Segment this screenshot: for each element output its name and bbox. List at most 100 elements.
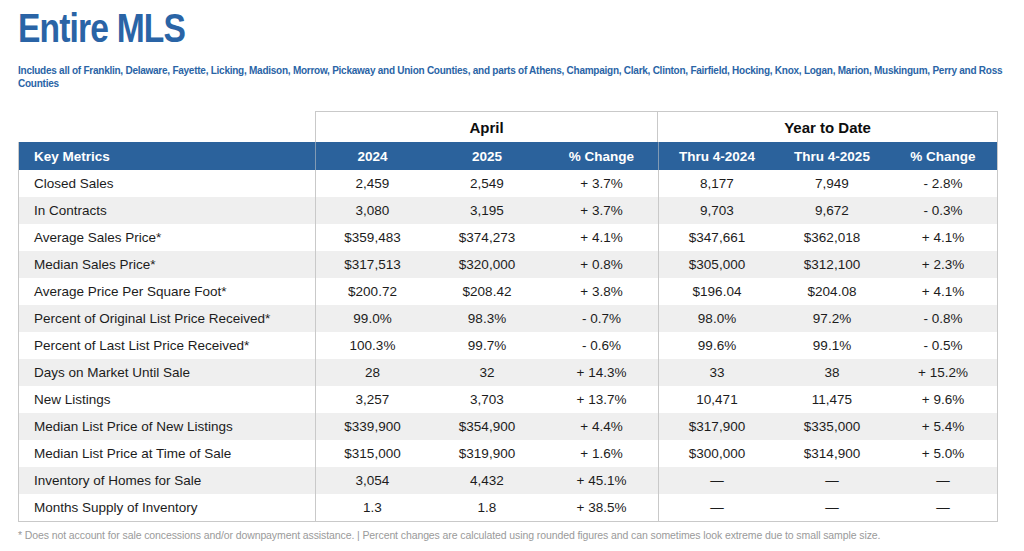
group-header-april: April [315,111,658,142]
table-row: Inventory of Homes for Sale3,0544,432+ 4… [19,467,997,494]
value-april-2024: $359,483 [315,224,429,251]
value-april-2025: $320,000 [429,251,545,278]
value-ytd-2024: $317,900 [658,413,775,440]
value-april-pct-change: + 4.1% [545,224,658,251]
group-header-band: April Year to Date [18,111,998,142]
table-row: Median Sales Price*$317,513$320,000+ 0.8… [19,251,997,278]
value-april-pct-change: + 45.1% [545,467,658,494]
value-april-pct-change: + 3.7% [545,197,658,224]
column-header-thru-4-2024: Thru 4-2024 [658,142,775,170]
metric-label: Days on Market Until Sale [19,359,315,386]
value-ytd-pct-change: - 0.5% [889,332,997,359]
page-subtitle: Includes all of Franklin, Delaware, Faye… [18,64,1020,90]
column-header-thru-4-2025: Thru 4-2025 [775,142,889,170]
metric-label: Months Supply of Inventory [19,494,315,521]
table-body: Key Metrics 2024 2025 % Change Thru 4-20… [18,142,998,522]
value-ytd-2024: $347,661 [658,224,775,251]
value-april-pct-change: + 14.3% [545,359,658,386]
page-title: Entire MLS [18,6,185,51]
value-april-2024: $339,900 [315,413,429,440]
value-april-pct-change: - 0.6% [545,332,658,359]
value-ytd-2025: 97.2% [775,305,889,332]
value-april-2024: 100.3% [315,332,429,359]
value-ytd-pct-change: + 5.0% [889,440,997,467]
value-ytd-2024: — [658,494,775,521]
metric-label: Percent of Original List Price Received* [19,305,315,332]
column-header-key-metrics: Key Metrics [19,142,315,170]
value-ytd-pct-change: + 4.1% [889,224,997,251]
value-april-2025: 3,195 [429,197,545,224]
value-ytd-pct-change: + 15.2% [889,359,997,386]
value-ytd-2025: 11,475 [775,386,889,413]
table-rows: Closed Sales2,4592,549+ 3.7%8,1777,949- … [19,170,997,521]
value-ytd-pct-change: — [889,494,997,521]
column-header-april-pct-change: % Change [545,142,658,170]
value-april-2024: 3,257 [315,386,429,413]
value-ytd-pct-change: - 0.8% [889,305,997,332]
value-ytd-2025: — [775,467,889,494]
value-ytd-2024: $305,000 [658,251,775,278]
value-april-2024: 3,054 [315,467,429,494]
metric-label: Average Sales Price* [19,224,315,251]
table-row: Months Supply of Inventory1.31.8+ 38.5%—… [19,494,997,521]
value-april-pct-change: - 0.7% [545,305,658,332]
value-april-pct-change: + 0.8% [545,251,658,278]
metric-label: In Contracts [19,197,315,224]
table-row: In Contracts3,0803,195+ 3.7%9,7039,672- … [19,197,997,224]
table-row: Average Sales Price*$359,483$374,273+ 4.… [19,224,997,251]
value-april-pct-change: + 3.7% [545,170,658,197]
value-april-2025: $319,900 [429,440,545,467]
column-header-ytd-pct-change: % Change [889,142,997,170]
value-ytd-2024: 99.6% [658,332,775,359]
value-april-pct-change: + 1.6% [545,440,658,467]
value-april-2024: $200.72 [315,278,429,305]
value-ytd-2025: $204.08 [775,278,889,305]
value-april-2025: $374,273 [429,224,545,251]
value-ytd-2025: $335,000 [775,413,889,440]
value-ytd-2024: 98.0% [658,305,775,332]
group-header-spacer [18,111,315,142]
value-ytd-2024: $196.04 [658,278,775,305]
value-ytd-2024: 9,703 [658,197,775,224]
group-header-year-to-date: Year to Date [658,111,998,142]
value-april-2024: $315,000 [315,440,429,467]
value-april-pct-change: + 38.5% [545,494,658,521]
value-ytd-pct-change: + 9.6% [889,386,997,413]
value-ytd-pct-change: - 2.8% [889,170,997,197]
metric-label: Average Price Per Square Foot* [19,278,315,305]
metric-label: Median List Price at Time of Sale [19,440,315,467]
value-april-2025: 32 [429,359,545,386]
table-row: Median List Price at Time of Sale$315,00… [19,440,997,467]
value-ytd-2025: $312,100 [775,251,889,278]
value-april-2025: 99.7% [429,332,545,359]
value-ytd-pct-change: + 5.4% [889,413,997,440]
key-metrics-table: April Year to Date Key Metrics 2024 2025… [18,111,998,522]
value-april-2024: 28 [315,359,429,386]
metric-label: Closed Sales [19,170,315,197]
table-row: Median List Price of New Listings$339,90… [19,413,997,440]
table-row: Closed Sales2,4592,549+ 3.7%8,1777,949- … [19,170,997,197]
value-ytd-pct-change: + 4.1% [889,278,997,305]
table-row: Percent of Original List Price Received*… [19,305,997,332]
value-ytd-2025: 38 [775,359,889,386]
value-april-2025: 98.3% [429,305,545,332]
value-april-2025: 4,432 [429,467,545,494]
value-april-2024: 1.3 [315,494,429,521]
footnote: * Does not account for sale concessions … [18,529,880,541]
value-ytd-2024: 10,471 [658,386,775,413]
value-april-2025: 1.8 [429,494,545,521]
value-april-2025: 3,703 [429,386,545,413]
metric-label: Inventory of Homes for Sale [19,467,315,494]
metric-label: New Listings [19,386,315,413]
value-ytd-2025: $362,018 [775,224,889,251]
value-april-2024: 99.0% [315,305,429,332]
value-ytd-pct-change: - 0.3% [889,197,997,224]
value-april-pct-change: + 13.7% [545,386,658,413]
value-april-pct-change: + 3.8% [545,278,658,305]
table-row: Average Price Per Square Foot*$200.72 $20… [19,278,997,305]
value-ytd-2024: $300,000 [658,440,775,467]
value-ytd-2025: — [775,494,889,521]
value-ytd-pct-change: — [889,467,997,494]
value-ytd-2025: 99.1% [775,332,889,359]
value-april-pct-change: + 4.4% [545,413,658,440]
